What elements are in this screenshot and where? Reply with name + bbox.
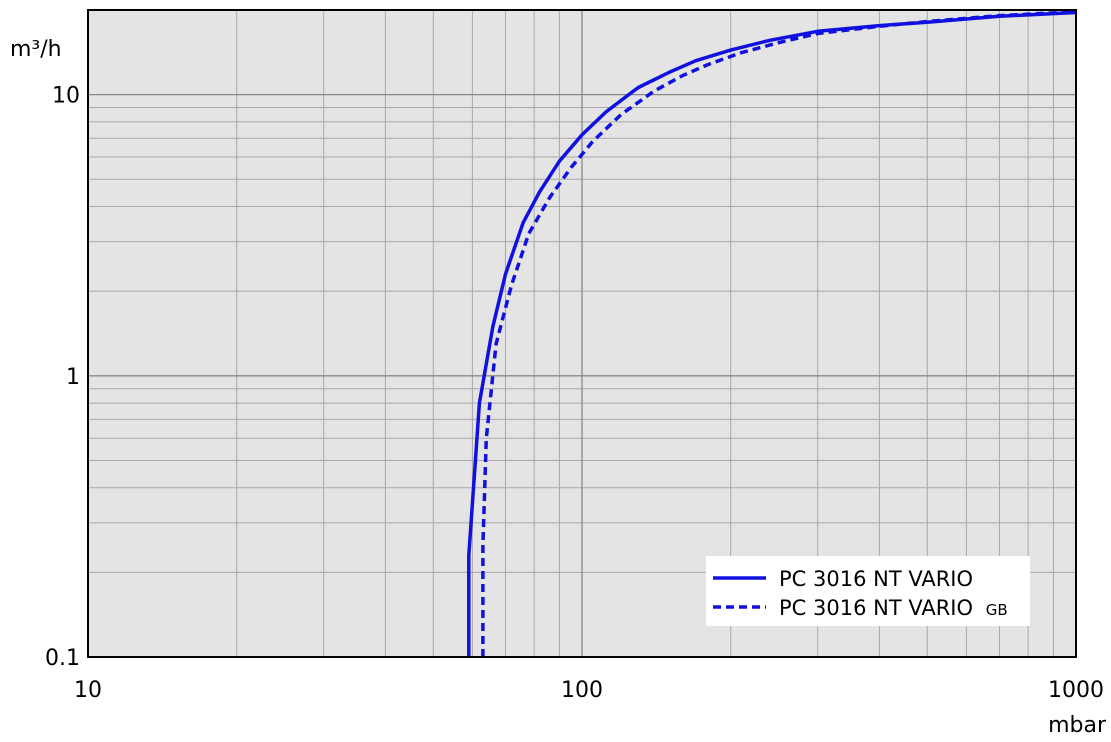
y-axis-ticks: 0.1 1 10 (45, 84, 80, 671)
y-tick-label: 1 (66, 365, 80, 390)
x-tick-label: 1000 (1048, 678, 1104, 703)
x-axis-unit: mbar (1048, 713, 1107, 738)
legend-label-solid: PC 3016 NT VARIO (779, 567, 973, 591)
series-layer (467, 10, 1077, 657)
x-tick-label: 100 (561, 678, 603, 703)
y-axis-unit: m³/h (10, 37, 62, 62)
legend-label-dashed: PC 3016 NT VARIO (779, 596, 973, 620)
y-tick-label: 10 (52, 84, 80, 109)
legend-box (706, 556, 1030, 626)
legend-entry-solid: PC 3016 NT VARIO (779, 567, 973, 591)
legend-label-dashed-suffix: GB (986, 601, 1008, 619)
major-gridlines (88, 10, 1076, 657)
plot-frame (87, 9, 1077, 658)
series-line-dashed (481, 10, 1077, 657)
legend-entry-dashed: PC 3016 NT VARIO GB (779, 596, 1008, 620)
y-tick-label: 0.1 (45, 646, 80, 671)
x-axis-ticks: 10 100 1000 (74, 678, 1104, 703)
x-tick-label: 10 (74, 678, 102, 703)
legend: PC 3016 NT VARIO PC 3016 NT VARIO GB (706, 556, 1030, 626)
